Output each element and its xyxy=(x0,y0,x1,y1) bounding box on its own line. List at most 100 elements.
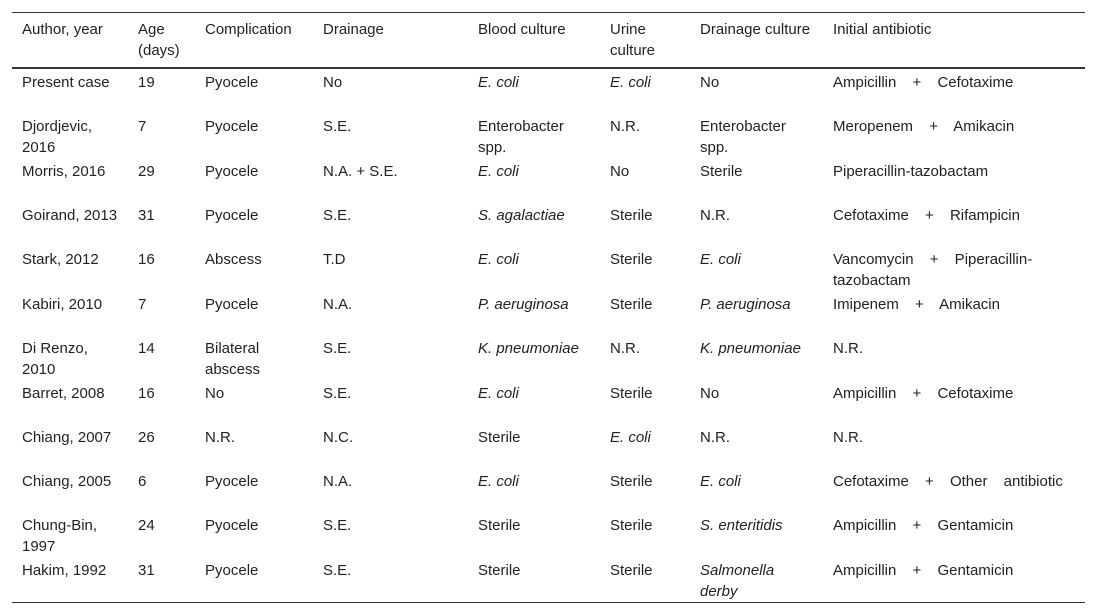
table-row: Morris, 2016 29 Pyocele N.A. + S.E. E. coli N… xyxy=(12,158,1085,202)
table-cell: Stark, 2012 xyxy=(22,251,99,268)
table-cell: N.R. xyxy=(833,429,863,446)
table-row: Di Renzo, 2010 14 Bilateral abscess S.E. K. … xyxy=(12,335,1085,380)
table-row: Hakim, 1992 31 Pyocele S.E. Sterile Sterile Sa… xyxy=(12,557,1085,603)
table-cell: Ampicillin + Cefotaxime xyxy=(833,74,1014,91)
table-cell: N.R. xyxy=(833,340,863,357)
table-cell: 14 xyxy=(138,340,155,357)
table-cell: Djordjevic, 2016 xyxy=(22,118,93,156)
table-cell: E. coli xyxy=(478,74,519,91)
table-cell: 6 xyxy=(138,473,147,490)
table-cell: Vancomycin + Piperacillin-tazobactam xyxy=(833,251,1033,289)
table-cell: No xyxy=(700,385,720,402)
table-cell: Present case xyxy=(22,74,110,91)
table-cell: Pyocele xyxy=(205,473,259,490)
header-cell: Age (days) xyxy=(138,21,180,59)
table-cell: Sterile xyxy=(478,429,521,446)
table-cell: No xyxy=(700,74,720,91)
table-cell: N.R. xyxy=(610,118,640,135)
table-cell: N.R. xyxy=(610,340,640,357)
table-cell: Pyocele xyxy=(205,517,259,534)
table-cell: Piperacillin-tazobactam xyxy=(833,163,989,180)
table-cell: 31 xyxy=(138,207,155,224)
header-cell: Initial antibiotic xyxy=(833,21,932,38)
table-cell: Sterile xyxy=(610,473,653,490)
table-row: Kabiri, 2010 7 Pyocele N.A. P. aeruginosa Ste… xyxy=(12,291,1085,335)
table-cell: Pyocele xyxy=(205,163,259,180)
table-cell: Sterile xyxy=(610,207,653,224)
table-header: Author, year Age (days) Complication Draina… xyxy=(12,12,1085,68)
table-cell: E. coli xyxy=(610,429,651,446)
table-cell: 24 xyxy=(138,517,155,534)
table-cell: Sterile xyxy=(610,251,653,268)
table-cell: 7 xyxy=(138,296,147,313)
table-cell: Chung-Bin, 1997 xyxy=(22,517,98,555)
table-cell: Sterile xyxy=(610,385,653,402)
table-cell: Barret, 2008 xyxy=(22,385,105,402)
table-cell: Cefotaxime + Rifampicin xyxy=(833,207,1020,224)
table-cell: Enterobacter spp. xyxy=(478,118,564,156)
table-cell: N.C. xyxy=(323,429,353,446)
table-cell: Kabiri, 2010 xyxy=(22,296,103,313)
table-cell: Sterile xyxy=(478,562,521,579)
table-cell: P. aeruginosa xyxy=(478,296,569,313)
table-cell: Abscess xyxy=(205,251,262,268)
table-cell: Ampicillin + Gentamicin xyxy=(833,562,1014,579)
table-cell: 16 xyxy=(138,385,155,402)
table-cell: E. coli xyxy=(700,473,741,490)
table-cell: 29 xyxy=(138,163,155,180)
table-cell: S.E. xyxy=(323,340,352,357)
table-cell: Sterile xyxy=(478,517,521,534)
table-cell: S.E. xyxy=(323,118,352,135)
table-cell: Chiang, 2005 xyxy=(22,473,112,490)
table-cell: Meropenem + Amikacin xyxy=(833,118,1015,135)
table-row: Present case 19 Pyocele No E. coli E. coli No A… xyxy=(12,68,1085,113)
table-cell: E. coli xyxy=(478,163,519,180)
table-cell: 19 xyxy=(138,74,155,91)
table-cell: Chiang, 2007 xyxy=(22,429,112,446)
header-cell: Drainage xyxy=(323,21,384,38)
table-cell: E. coli xyxy=(478,385,519,402)
table-row: Barret, 2008 16 No S.E. E. coli Sterile No Ampi… xyxy=(12,380,1085,424)
table-cell: 26 xyxy=(138,429,155,446)
table-row: Djordjevic, 2016 7 Pyocele S.E. Enterobacter… xyxy=(12,113,1085,158)
table-cell: Pyocele xyxy=(205,74,259,91)
table-row: Chiang, 2007 26 N.R. N.C. Sterile E. coli N.R.… xyxy=(12,424,1085,468)
table-cell: Ampicillin + Gentamicin xyxy=(833,517,1014,534)
table-cell: Pyocele xyxy=(205,207,259,224)
table-cell: S. enteritidis xyxy=(700,517,783,534)
table-cell: No xyxy=(610,163,630,180)
table-cell: T.D xyxy=(323,251,346,268)
table-cell: Bilateral abscess xyxy=(205,340,261,378)
table-cell: N.A. + S.E. xyxy=(323,163,398,180)
table-cell: E. coli xyxy=(478,251,519,268)
table-cell: 7 xyxy=(138,118,147,135)
table-cell: Ampicillin + Cefotaxime xyxy=(833,385,1014,402)
table-cell: N.R. xyxy=(205,429,235,446)
table-cell: N.R. xyxy=(700,429,730,446)
table-row: Stark, 2012 16 Abscess T.D E. coli Sterile E. … xyxy=(12,246,1085,291)
table-cell: Hakim, 1992 xyxy=(22,562,107,579)
header-cell: Complication xyxy=(205,21,292,38)
table-cell: E. coli xyxy=(700,251,741,268)
table-row: Goirand, 2013 31 Pyocele S.E. S. agalactiae S… xyxy=(12,202,1085,246)
table-cell: 31 xyxy=(138,562,155,579)
table-cell: Pyocele xyxy=(205,562,259,579)
table-cell: 16 xyxy=(138,251,155,268)
table-cell: No xyxy=(323,74,343,91)
table-cell: N.A. xyxy=(323,473,353,490)
table-cell: No xyxy=(205,385,225,402)
table-cell: Sterile xyxy=(610,296,653,313)
table-cell: K. pneumoniae xyxy=(700,340,801,357)
table-cell: Sterile xyxy=(610,562,653,579)
table-cell: P. aeruginosa xyxy=(700,296,791,313)
table-cell: S.E. xyxy=(323,562,352,579)
table-cell: N.A. xyxy=(323,296,353,313)
table-cell: Morris, 2016 xyxy=(22,163,106,180)
table-cell: E. coli xyxy=(478,473,519,490)
table-cell: Di Renzo, 2010 xyxy=(22,340,88,378)
header-row: Author, year Age (days) Complication Draina… xyxy=(12,12,1085,68)
table-cell: S. agalactiae xyxy=(478,207,565,224)
table-cell: E. coli xyxy=(610,74,651,91)
table-cell: Imipenem + Amikacin xyxy=(833,296,1000,313)
